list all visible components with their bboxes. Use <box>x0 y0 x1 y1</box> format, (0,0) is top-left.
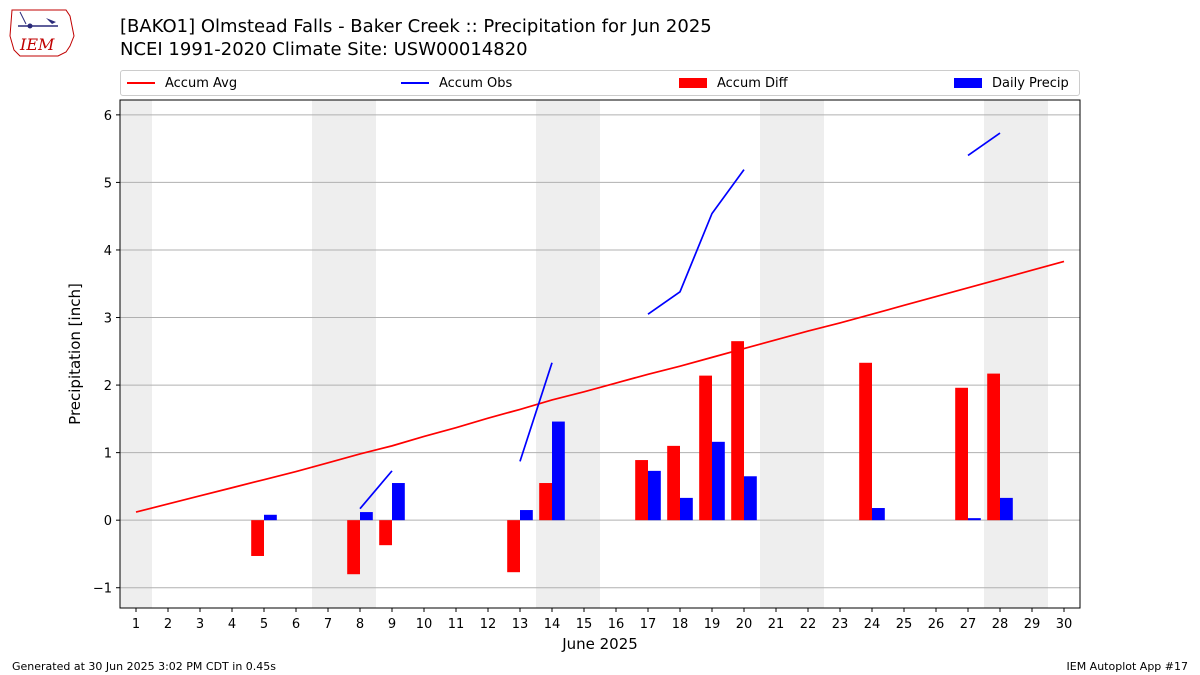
accum-diff-bar <box>987 373 1000 521</box>
x-tick-label: 10 <box>416 617 433 632</box>
accum-diff-bar <box>667 445 680 521</box>
app-credit: IEM Autoplot App #17 <box>1066 660 1189 673</box>
x-tick-label: 27 <box>960 617 977 632</box>
x-tick-label: 22 <box>800 617 817 632</box>
x-tick-label: 26 <box>928 617 945 632</box>
x-tick-label: 29 <box>1024 617 1041 632</box>
chart-subtitle: NCEI 1991-2020 Climate Site: USW00014820 <box>120 39 528 60</box>
x-tick-label: 5 <box>260 617 268 632</box>
daily-precip-bar <box>648 470 661 521</box>
accum-diff-bar <box>347 520 360 575</box>
x-tick-label: 3 <box>196 617 204 632</box>
accum-diff-bar <box>699 375 712 521</box>
accum-diff-bar <box>955 387 968 521</box>
x-tick-label: 15 <box>576 617 593 632</box>
legend: Accum Avg Accum Obs Accum Diff Daily Pre… <box>120 70 1080 96</box>
x-tick-label: 24 <box>864 617 881 632</box>
y-tick-label: 4 <box>104 244 112 259</box>
accum-obs-line <box>967 132 1001 157</box>
x-tick-label: 4 <box>228 617 236 632</box>
accum-diff-bar <box>539 483 552 521</box>
accum-diff-bar <box>731 341 744 521</box>
weekend-shade <box>984 100 1048 608</box>
legend-label: Accum Diff <box>717 75 788 91</box>
x-tick-label: 28 <box>992 617 1009 632</box>
x-tick-label: 18 <box>672 617 689 632</box>
legend-label: Accum Avg <box>165 75 238 91</box>
chart-title: [BAKO1] Olmstead Falls - Baker Creek :: … <box>120 16 712 37</box>
x-tick-label: 14 <box>544 617 561 632</box>
accum-diff-bar <box>251 520 264 556</box>
weekend-shade <box>312 100 376 608</box>
daily-precip-bar <box>744 476 757 521</box>
y-tick-label: 2 <box>104 379 112 394</box>
accum-obs-line <box>519 362 553 462</box>
legend-label: Daily Precip <box>992 75 1069 91</box>
plot-frame <box>119 99 1081 609</box>
legend-item-accum-avg: Accum Avg <box>127 71 237 95</box>
x-tick-label: 12 <box>480 617 497 632</box>
legend-item-daily-precip: Daily Precip <box>954 71 1069 95</box>
iem-logo: IEM <box>8 6 80 58</box>
legend-swatch <box>401 82 429 84</box>
daily-precip-bar <box>360 512 373 521</box>
x-tick-label: 1 <box>132 617 140 632</box>
y-tick-label: 0 <box>104 514 112 529</box>
x-tick-label: 30 <box>1056 617 1073 632</box>
x-tick-label: 20 <box>736 617 753 632</box>
x-tick-label: 9 <box>388 617 396 632</box>
x-axis-label: June 2025 <box>561 635 638 653</box>
daily-precip-bar <box>392 483 405 521</box>
accum-obs-line <box>359 470 393 510</box>
accum-diff-bar <box>859 362 872 521</box>
x-tick-label: 7 <box>324 617 332 632</box>
accum-diff-bar <box>507 520 520 573</box>
x-tick-label: 21 <box>768 617 785 632</box>
daily-precip-bar <box>1000 497 1013 521</box>
legend-swatch <box>954 78 982 88</box>
daily-precip-bar <box>968 518 981 521</box>
daily-precip-bar <box>712 441 725 521</box>
daily-precip-bar <box>552 421 565 521</box>
accum-avg-line <box>135 260 1065 513</box>
legend-label: Accum Obs <box>439 75 513 91</box>
legend-item-accum-diff: Accum Diff <box>679 71 788 95</box>
generated-timestamp: Generated at 30 Jun 2025 3:02 PM CDT in … <box>12 660 277 673</box>
x-tick-label: 2 <box>164 617 172 632</box>
y-axis-label: Precipitation [inch] <box>66 283 84 425</box>
daily-precip-bar <box>520 510 533 521</box>
logo-text: IEM <box>19 35 55 54</box>
y-tick-label: −1 <box>93 582 112 597</box>
legend-swatch <box>127 82 155 84</box>
accum-diff-bar <box>379 520 392 546</box>
legend-item-accum-obs: Accum Obs <box>401 71 512 95</box>
weekend-shade <box>760 100 824 608</box>
daily-precip-bar <box>264 514 277 521</box>
daily-precip-bar <box>872 508 885 521</box>
accum-obs-line <box>647 169 745 315</box>
y-tick-label: 6 <box>104 109 112 124</box>
x-tick-label: 16 <box>608 617 625 632</box>
weekend-shade <box>120 100 152 608</box>
x-tick-label: 17 <box>640 617 657 632</box>
y-tick-label: 3 <box>104 312 112 327</box>
daily-precip-bar <box>680 497 693 521</box>
y-tick-label: 5 <box>104 176 112 191</box>
accum-diff-bar <box>635 460 648 521</box>
x-tick-label: 23 <box>832 617 849 632</box>
legend-swatch <box>679 78 707 88</box>
y-tick-label: 1 <box>104 447 112 462</box>
weekend-shade <box>536 100 600 608</box>
x-tick-label: 19 <box>704 617 721 632</box>
x-tick-label: 8 <box>356 617 364 632</box>
x-tick-label: 11 <box>448 617 465 632</box>
x-tick-label: 13 <box>512 617 529 632</box>
x-tick-label: 25 <box>896 617 913 632</box>
x-tick-label: 6 <box>292 617 300 632</box>
